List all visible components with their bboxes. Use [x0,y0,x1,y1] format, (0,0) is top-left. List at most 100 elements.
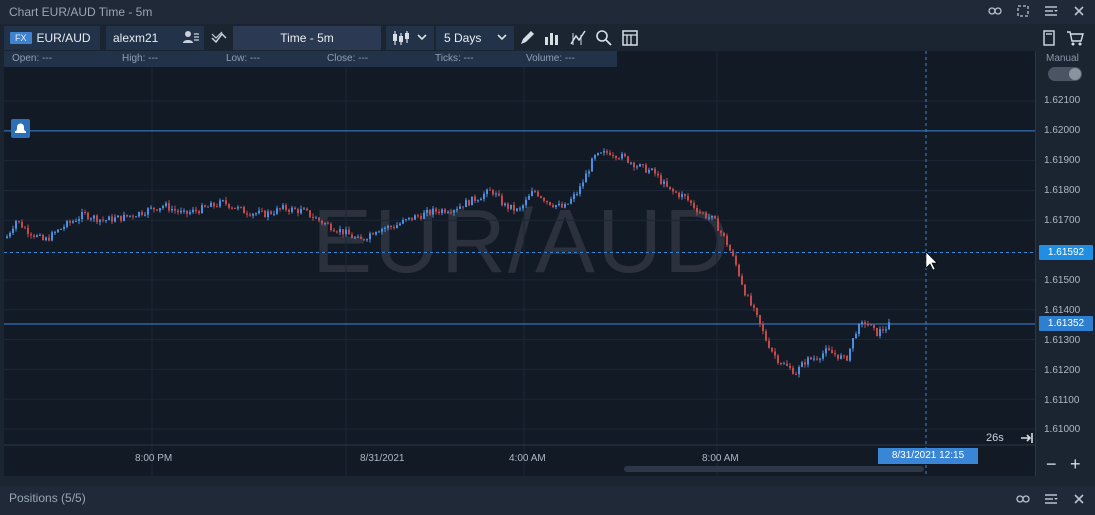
candle-body [327,223,329,225]
chart-area[interactable]: EUR/AUD [4,51,1035,476]
candle-body [555,205,557,207]
period-label: 5 Days [444,31,482,45]
candle-body [249,214,251,216]
candle-body [411,217,413,220]
candle-body [363,239,365,241]
candle-body [114,217,116,222]
menu-icon[interactable] [1043,4,1059,20]
time-axis[interactable]: 8:00 PM 8/31/2021 4:00 AM 8:00 AM 8/31/2… [4,446,1035,476]
candle-body [201,205,203,214]
indicators-icon[interactable] [543,29,561,47]
candle-body [438,211,440,214]
last-price-tag: 1.61352 [1039,316,1093,331]
candle-body [54,232,56,234]
link-icon[interactable] [987,4,1003,20]
candle-body [447,212,449,214]
candle-body [378,231,380,233]
y-tick: 1.61200 [1044,365,1081,376]
candle-body [717,218,719,231]
candle-body [27,227,29,234]
candle-body [417,215,419,217]
account-selector[interactable]: alexm21 [106,26,204,50]
studies-icon[interactable] [569,29,587,47]
candle-body [195,209,197,212]
alert-icon [14,122,27,140]
candle-body [93,215,95,219]
candle-body [126,214,128,217]
menu-icon[interactable] [1043,492,1059,508]
candle-body [849,348,851,361]
table-icon[interactable] [621,29,639,47]
candle-body [171,208,173,211]
candle-body [243,207,245,214]
time-scrollbar[interactable] [624,466,924,472]
candle-body [57,229,59,233]
candle-body [15,220,17,229]
zoom-in-button[interactable]: + [1070,454,1081,474]
candle-body [123,214,125,221]
candle-body [33,235,35,237]
candle-body [267,211,269,218]
candle-body [711,215,713,218]
candle-body [828,348,830,351]
candle-body [357,236,359,238]
clipboard-icon[interactable] [1040,29,1058,47]
candle-body [219,200,221,207]
zoom-out-button[interactable]: − [1046,454,1057,474]
search-icon[interactable] [595,29,613,47]
draw-pencil-icon[interactable] [518,29,536,47]
symbol-selector[interactable]: FX EUR/AUD [4,26,100,50]
candle-body [708,217,710,219]
candle-body [213,202,215,207]
candle-body [531,191,533,197]
candle-body [483,193,485,199]
candle-body [873,325,875,328]
candle-body [513,204,515,211]
candle-body [801,362,803,368]
close-icon[interactable] [1071,492,1087,508]
candle-body [240,206,242,208]
candle-body [786,363,788,366]
candle-body [774,351,776,356]
user-list-icon [183,30,199,47]
candle-body [771,347,773,352]
candle-body [861,322,863,325]
candle-body [567,203,569,205]
candle-body [594,155,596,159]
timeframe-selector[interactable]: Time - 5m [233,26,381,50]
candle-body [678,192,680,198]
link-icon[interactable] [1015,492,1031,508]
candle-body [282,205,284,209]
candle-body [336,231,338,233]
scroll-to-end-icon[interactable] [1020,431,1034,449]
candle-body [645,164,647,173]
price-chart[interactable] [4,51,1035,476]
candle-body [330,223,332,231]
candle-body [693,202,695,208]
chevron-down-icon [496,30,508,47]
manual-toggle[interactable] [1048,67,1082,81]
maximize-icon[interactable] [1015,4,1031,20]
candle-body [549,201,551,206]
chart-type-selector[interactable] [386,26,434,50]
y-tick: 1.61300 [1044,335,1081,346]
alert-marker[interactable] [11,119,30,138]
candle-body [63,226,65,229]
candle-body [831,350,833,354]
candle-body [36,235,38,237]
candle-body [375,231,377,235]
candle-body [108,216,110,221]
y-tick: 1.61500 [1044,275,1081,286]
candle-body [180,210,182,213]
price-axis[interactable]: Manual 1.62100 1.62000 1.61900 1.61800 1… [1035,51,1095,476]
compare-icon[interactable] [210,29,228,47]
crosshair-date-tag: 8/31/2021 12:15 [878,448,978,464]
candle-body [672,188,674,192]
candle-body [792,367,794,375]
cart-icon[interactable] [1066,29,1084,47]
close-icon[interactable] [1071,4,1087,20]
period-selector[interactable]: 5 Days [436,26,514,50]
candle-body [324,223,326,225]
candle-body [99,219,101,222]
open-info: Open: --- [12,53,53,64]
